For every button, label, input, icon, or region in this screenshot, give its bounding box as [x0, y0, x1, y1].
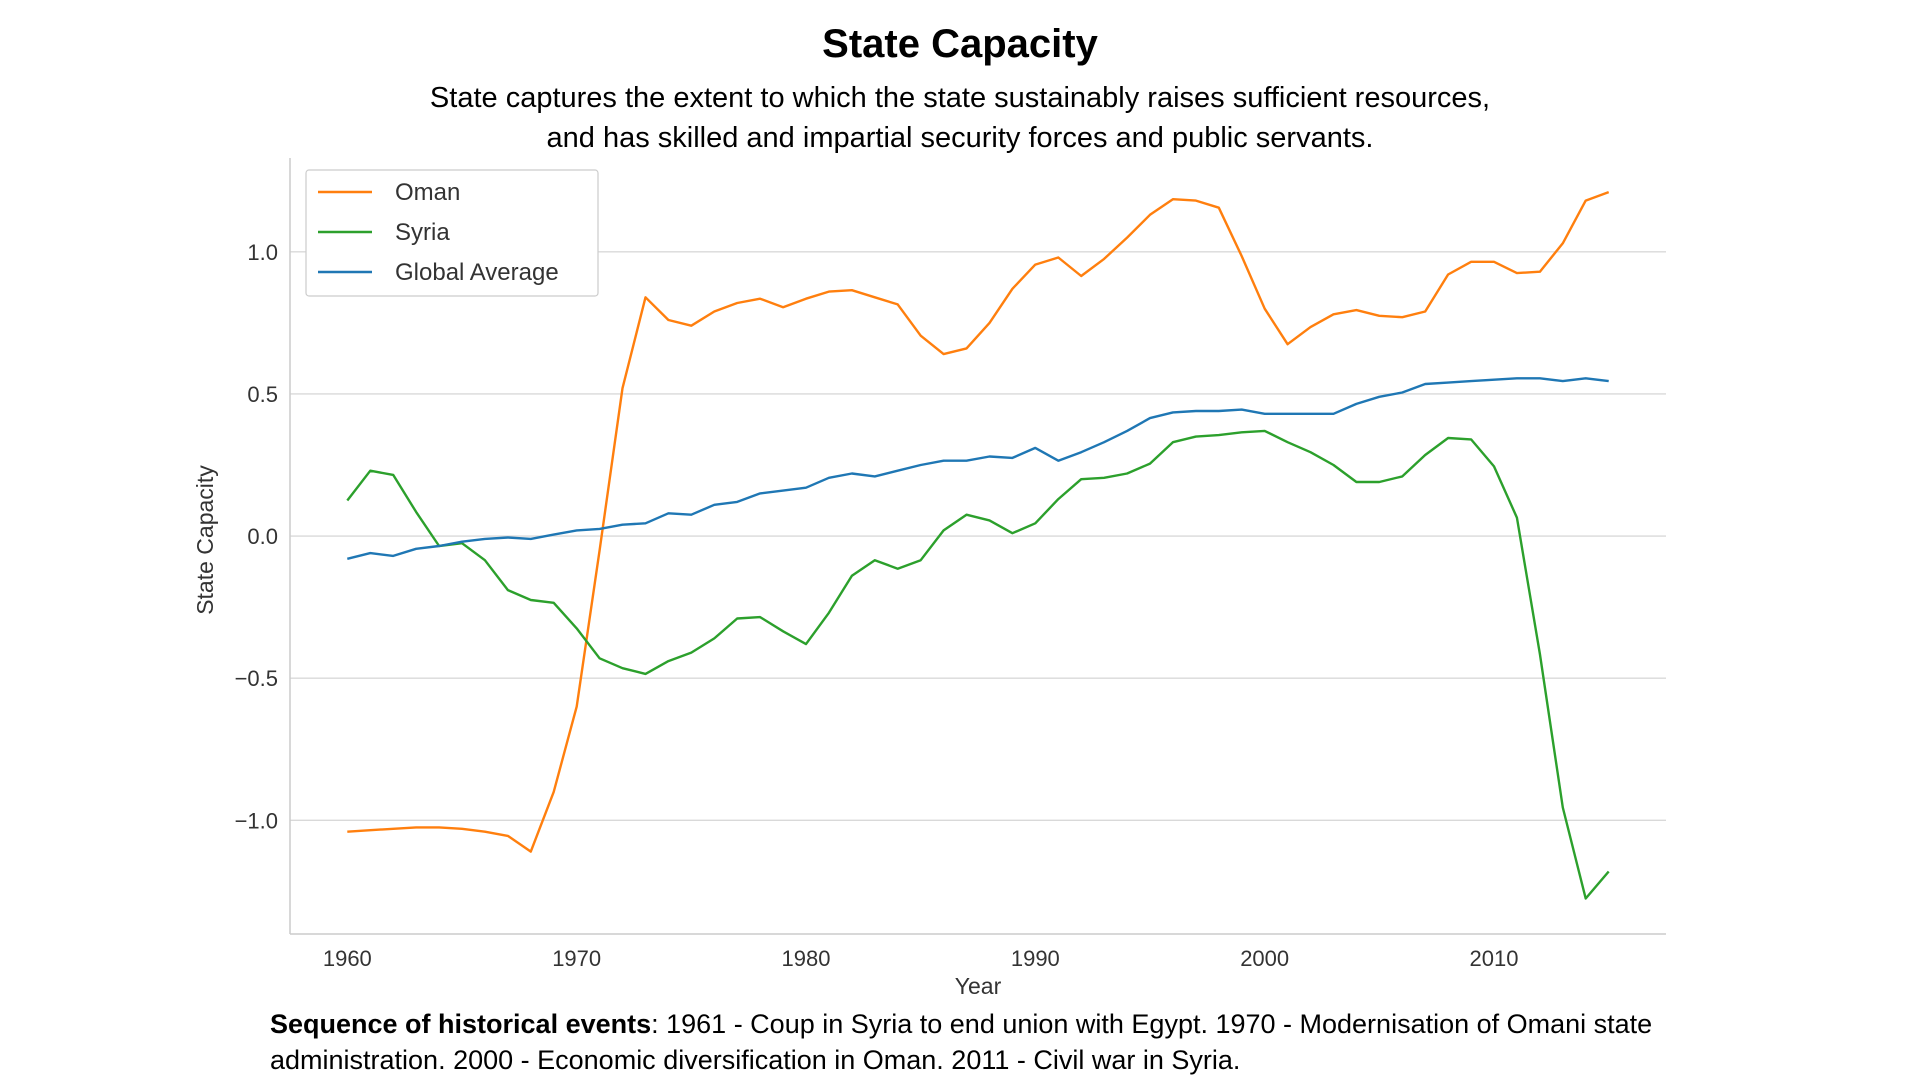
axes — [289, 158, 1666, 935]
series-lines — [346, 190, 1610, 900]
x-tick-label: 2000 — [1240, 946, 1289, 971]
x-tick-label: 1990 — [1011, 946, 1060, 971]
x-tick-label: 1980 — [782, 946, 831, 971]
subtitle-line-2: and has skilled and impartial security f… — [546, 122, 1374, 154]
x-tick-label: 2010 — [1470, 946, 1519, 971]
y-axis-label: State Capacity — [192, 465, 218, 615]
y-tick-label: 0.5 — [247, 382, 278, 407]
subtitle-line-1: State captures the extent to which the s… — [429, 82, 1491, 114]
y-tick-label: 1.0 — [247, 240, 278, 265]
footnote-heading: Sequence of historical events — [270, 1009, 652, 1039]
y-tick-labels: −1.0 −0.5 0.0 0.5 1.0 — [235, 240, 278, 833]
footnote-text: : 1961 - Coup in Syria to end union with… — [270, 1009, 1653, 1075]
x-tick-label: 1960 — [323, 946, 372, 971]
y-tick-label: −1.0 — [235, 808, 278, 833]
page-title: State Capacity — [822, 22, 1098, 66]
series-line-global-average — [347, 377, 1609, 560]
series-line-syria — [346, 429, 1610, 900]
y-tick-label: 0.0 — [247, 524, 278, 549]
legend-label: Oman — [395, 179, 460, 206]
y-tick-label: −0.5 — [235, 666, 278, 691]
legend-label: Global Average — [395, 259, 559, 286]
series-line-oman — [347, 190, 1610, 853]
legend: Oman Syria Global Average — [305, 169, 599, 297]
legend-box — [305, 169, 599, 297]
historical-events-note: Sequence of historical events: 1961 - Co… — [270, 1006, 1670, 1078]
x-tick-labels: 1960 1970 1980 1990 2000 2010 — [323, 946, 1519, 971]
page-subtitle: State captures the extent to which the s… — [0, 78, 1920, 158]
legend-label: Syria — [395, 219, 450, 246]
x-axis-label: Year — [955, 973, 1002, 999]
x-tick-label: 1970 — [552, 946, 601, 971]
